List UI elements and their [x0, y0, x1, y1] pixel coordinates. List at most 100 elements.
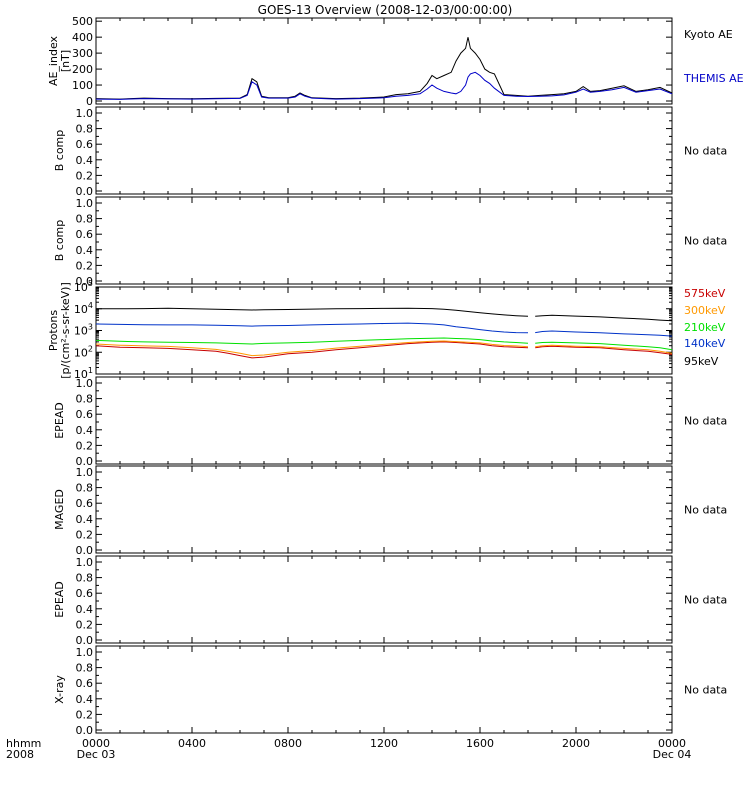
y-tick-label: 0.6: [76, 677, 94, 690]
y-tick-label: 0.8: [76, 393, 94, 406]
no-data-label: No data: [684, 594, 727, 607]
y-axis-label: [nT]: [59, 50, 72, 72]
series-line-p95: [96, 307, 529, 317]
no-data-label: No data: [684, 145, 727, 158]
y-tick-label: 101: [74, 366, 93, 381]
series-line-p575: [535, 345, 673, 355]
y-axis-label: X-ray: [53, 675, 66, 704]
y-tick-label: 0.2: [76, 708, 94, 721]
panel-frame: [95, 106, 673, 195]
y-tick-label: 102: [74, 344, 93, 359]
y-tick-label: 0.8: [76, 662, 94, 675]
y-tick-label: 0.4: [76, 424, 94, 437]
y-tick-label: 1.0: [76, 377, 94, 390]
y-tick-label: 0: [86, 95, 93, 108]
legend-entry: Kyoto AE: [684, 28, 733, 41]
y-axis-label: Protons: [47, 310, 60, 351]
y-tick-label: 0.2: [76, 439, 94, 452]
y-tick-label: 1.0: [76, 556, 94, 569]
y-tick-label: 1.0: [76, 197, 94, 210]
y-tick-label: 0.8: [76, 572, 94, 585]
x-tick-label: 0400: [178, 737, 206, 750]
no-data-label: No data: [684, 684, 727, 697]
legend-entry: 210keV: [684, 321, 726, 334]
series-line-p210: [95, 337, 529, 345]
panel-frame: [95, 376, 673, 465]
y-tick-label: 0.4: [76, 693, 94, 706]
legend-entry: 300keV: [684, 304, 726, 317]
y-tick-label: 1.0: [76, 466, 94, 479]
y-tick-label: 1.0: [76, 107, 94, 120]
x-tick-label: 0000: [658, 737, 686, 750]
series-line-kyoto: [95, 37, 673, 100]
panel-frame: [95, 555, 673, 644]
y-tick-label: 0.2: [76, 618, 94, 631]
y-tick-label: 0.6: [76, 228, 94, 241]
y-axis-label: MAGED: [53, 489, 66, 530]
y-tick-label: 500: [72, 15, 93, 28]
y-tick-label: 0.6: [76, 138, 94, 151]
y-tick-label: 0.0: [76, 185, 94, 198]
panel-epead1: 0.0 0.2 0.4 0.6 0.8 1.0 EPEAD No data: [53, 376, 727, 468]
y-axis-label: EPEAD: [53, 402, 66, 439]
panel-frame: [95, 17, 673, 105]
y-tick-label: 0.8: [76, 123, 94, 136]
y-tick-label: 0.2: [76, 169, 94, 182]
y-tick-label: 300: [72, 47, 93, 60]
x-tick-label: 2000: [562, 737, 590, 750]
series-line-p300: [95, 340, 529, 357]
panel-bcomp1: 0.0 0.2 0.4 0.6 0.8 1.0 B comp No data: [53, 106, 727, 198]
y-tick-label: 100: [72, 79, 93, 92]
y-axis-label: [p/(cm²-s-sr-keV)]: [59, 282, 72, 379]
no-data-label: No data: [684, 235, 727, 248]
panel-protons: Protons [p/(cm²-s-sr-keV)] 101 102 103 104 105…: [47, 279, 726, 381]
figure-title: GOES-13 Overview (2008-12-03/00:00:00): [258, 3, 513, 17]
y-tick-label: 1.0: [76, 646, 94, 659]
panel-bcomp2: 0.0 0.2 0.4 0.6 0.8 1.0 B comp No data: [53, 196, 727, 288]
legend-entry: 575keV: [684, 287, 726, 300]
legend-entry: THEMIS AE: [683, 72, 744, 85]
x-tick-label: 1600: [466, 737, 494, 750]
y-tick-label: 105: [74, 279, 93, 294]
panel-ae: AE_index [nT] 0 100 200 300 400 500 Kyoto AE THEM…: [47, 15, 744, 108]
y-tick-label: 0.2: [76, 528, 94, 541]
y-tick-label: 0.4: [76, 244, 94, 257]
series-line-p300: [535, 344, 673, 354]
y-tick-label: 0.4: [76, 154, 94, 167]
no-data-label: No data: [684, 415, 727, 428]
y-axis-label: B comp: [53, 220, 66, 262]
panel-maged: 0.0 0.2 0.4 0.6 0.8 1.0 MAGED No data: [53, 465, 727, 557]
series-line-themis: [95, 71, 673, 100]
x-axis-corner-label: hhmm: [6, 737, 41, 750]
x-tick-label: 0000: [82, 737, 110, 750]
series-line-p140: [535, 330, 673, 337]
y-axis-label: EPEAD: [53, 581, 66, 618]
y-tick-label: 0.6: [76, 497, 94, 510]
y-tick-label: 103: [74, 323, 93, 338]
y-tick-label: 0.4: [76, 513, 94, 526]
series-line-p575: [95, 341, 529, 359]
x-tick-date-label: Dec 03: [77, 748, 116, 761]
y-axis-label: AE_index: [47, 35, 60, 86]
y-tick-label: 0.0: [76, 455, 94, 468]
legend-entry: 95keV: [684, 355, 719, 368]
series-line-p140: [95, 322, 529, 334]
series-line-p95: [535, 314, 673, 322]
y-tick-label: 104: [74, 301, 93, 316]
panel-xray: 0.0 0.2 0.4 0.6 0.8 1.0 X-ray No data: [53, 645, 727, 737]
no-data-label: No data: [684, 504, 727, 517]
y-tick-label: 0.0: [76, 634, 94, 647]
y-tick-label: 400: [72, 31, 93, 44]
panel-frame: [95, 196, 673, 285]
y-axis-label: B comp: [53, 130, 66, 172]
legend-entry: 140keV: [684, 337, 726, 350]
y-tick-label: 0.6: [76, 408, 94, 421]
y-tick-label: 0.8: [76, 213, 94, 226]
y-tick-label: 200: [72, 63, 93, 76]
x-tick-label: 0800: [274, 737, 302, 750]
y-tick-label: 0.2: [76, 259, 94, 272]
x-tick-date-label: Dec 04: [653, 748, 692, 761]
series-line-p210: [535, 341, 673, 351]
y-tick-label: 0.8: [76, 482, 94, 495]
